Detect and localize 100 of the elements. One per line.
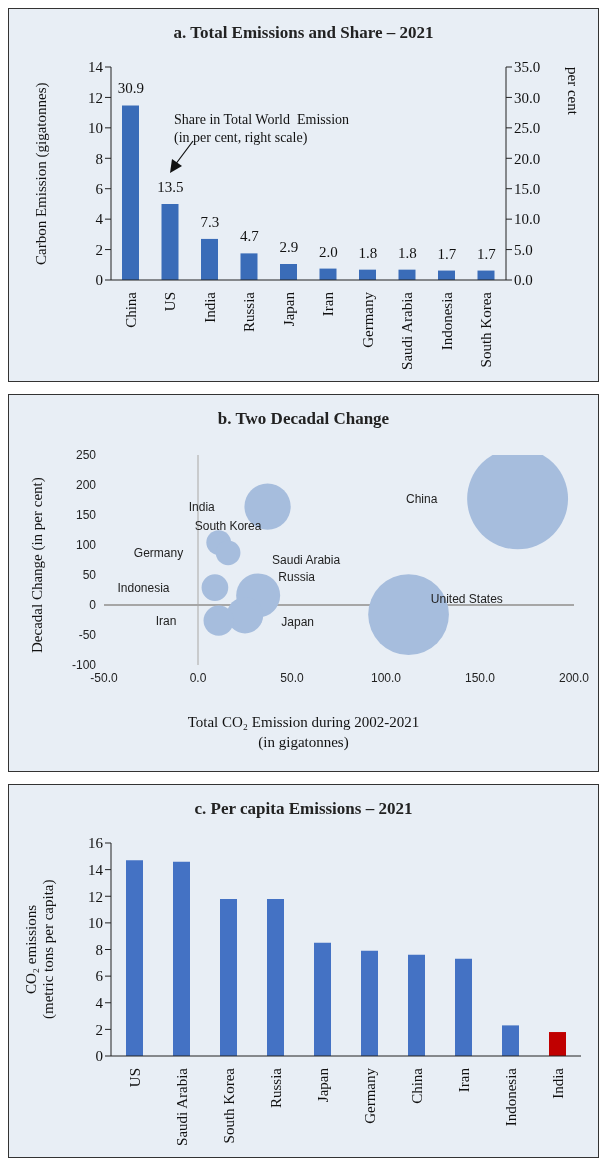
y-tick-label: 8 <box>95 941 103 958</box>
x-tick-label: -50.0 <box>90 670 118 685</box>
y-tick-label: 4 <box>95 211 104 228</box>
x-tick-label: Saudi Arabia <box>399 291 416 370</box>
bar <box>549 1032 566 1056</box>
y-axis-title: CO₂ emissions (metric tons per capita) <box>23 878 58 1022</box>
y2-tick-label: 15.0 <box>514 181 541 198</box>
chart-title: a. Total Emissions and Share – 2021 <box>172 22 435 43</box>
y2-tick-label: 20.0 <box>514 150 541 167</box>
annotation: Indonesia <box>117 580 170 595</box>
bar <box>161 203 179 280</box>
annotation: Russia <box>278 570 316 585</box>
x-tick-label: Iran <box>320 291 337 317</box>
y2-axis-title: per cent <box>564 67 581 117</box>
annotation: 13.5 <box>157 178 184 195</box>
x-tick-label: 200.0 <box>558 670 590 685</box>
bar <box>361 950 378 1056</box>
y-tick-label: 8 <box>95 150 103 167</box>
annotation: Iran <box>155 614 177 629</box>
y-tick-label: 2 <box>95 1021 103 1038</box>
x-tick-label: South Korea <box>478 291 495 368</box>
x-tick-label: Germany <box>359 291 376 348</box>
x-tick-label: Russia <box>267 1067 284 1109</box>
y2-tick-label: 35.0 <box>514 59 541 76</box>
y-tick-label: 50 <box>82 568 97 583</box>
x-tick-label: 100.0 <box>370 670 402 685</box>
y-axis-title: Decadal Change (in per cent) <box>29 476 46 655</box>
x-tick-label: Iran <box>455 1067 472 1093</box>
y-tick-label: 6 <box>95 968 104 985</box>
y-tick-label: 250 <box>75 448 97 463</box>
y-tick-label: 4 <box>95 995 104 1012</box>
annotation: 1.8 <box>358 244 378 261</box>
annotation: China <box>406 491 438 506</box>
x-tick-label: South Korea <box>220 1067 237 1144</box>
annotation: Japan <box>281 615 314 630</box>
bar <box>240 253 258 280</box>
x-tick-label: Germany <box>361 1067 378 1124</box>
y-tick-label: 14 <box>88 59 104 76</box>
y-tick-label: -100 <box>71 658 97 673</box>
bar <box>502 1025 519 1056</box>
x-tick-label: Indonesia <box>438 291 455 351</box>
y-tick-label: 12 <box>88 89 103 106</box>
y-tick-label: 0 <box>89 598 97 613</box>
x-tick-label: India <box>549 1067 566 1099</box>
y-tick-label: 2 <box>95 241 103 258</box>
bar <box>314 942 331 1056</box>
annotation: 1.7 <box>476 245 497 262</box>
y-axis-title: Carbon Emission (gigatonnes) <box>33 81 50 267</box>
bar <box>173 861 190 1056</box>
x-tick-label: Japan <box>280 291 297 327</box>
x-tick-label: Saudi Arabia <box>173 1067 190 1146</box>
bar <box>280 264 297 280</box>
y-tick-label: 16 <box>88 835 104 852</box>
y-tick-label: 200 <box>75 478 97 493</box>
y-tick-label: 10 <box>88 120 103 137</box>
annotation: Share in Total World Emission (in per cent, right scale) <box>174 111 350 148</box>
x-tick-label: 50.0 <box>280 670 304 685</box>
annotation: India <box>188 499 216 514</box>
y2-tick-label: 0.0 <box>514 272 533 289</box>
y-tick-label: 12 <box>88 888 103 905</box>
bar <box>267 898 284 1056</box>
chart-title: c. Per capita Emissions – 2021 <box>193 798 414 819</box>
chart-title: b. Two Decadal Change <box>216 408 391 429</box>
x-tick-label: Russia <box>241 291 258 333</box>
bar <box>408 954 425 1056</box>
annotation: United States <box>430 592 503 606</box>
x-tick-label: 150.0 <box>464 670 496 685</box>
annotation: South Korea <box>194 519 262 534</box>
y2-tick-label: 25.0 <box>514 120 541 137</box>
bar <box>126 860 143 1056</box>
y-tick-label: 0 <box>95 1048 103 1065</box>
y-tick-label: 10 <box>88 915 103 932</box>
annotation: 30.9 <box>117 80 144 97</box>
x-axis-title: Total CO₂ Emission during 2002-2021 (in gigatonnes) <box>186 713 421 752</box>
x-tick-label: China <box>408 1067 425 1104</box>
annotation: 4.7 <box>239 228 260 245</box>
x-tick-label: Indonesia <box>502 1067 519 1127</box>
y-tick-label: -50 <box>78 628 97 643</box>
y-tick-label: 150 <box>75 508 97 523</box>
y-tick-label: 100 <box>75 538 97 553</box>
annotation: Germany <box>133 545 184 560</box>
annotation: 2.9 <box>279 239 299 256</box>
bar <box>455 958 472 1056</box>
y-tick-label: 14 <box>88 861 104 878</box>
x-tick-label: India <box>201 291 218 323</box>
y2-tick-label: 5.0 <box>514 241 533 258</box>
y2-tick-label: 30.0 <box>514 89 541 106</box>
x-tick-label: US <box>126 1068 143 1088</box>
annotation: 7.3 <box>200 213 220 230</box>
bar <box>122 105 139 280</box>
x-tick-label: US <box>162 292 179 312</box>
y2-tick-label: 10.0 <box>514 211 541 228</box>
annotation: 1.8 <box>397 244 417 261</box>
x-tick-label: Japan <box>314 1067 331 1103</box>
bar <box>201 238 218 280</box>
y-tick-label: 6 <box>95 181 104 198</box>
bar <box>220 898 237 1056</box>
annotation: 2.0 <box>318 243 338 260</box>
annotation: Saudi Arabia <box>272 553 341 567</box>
annotation: 1.7 <box>437 245 457 262</box>
